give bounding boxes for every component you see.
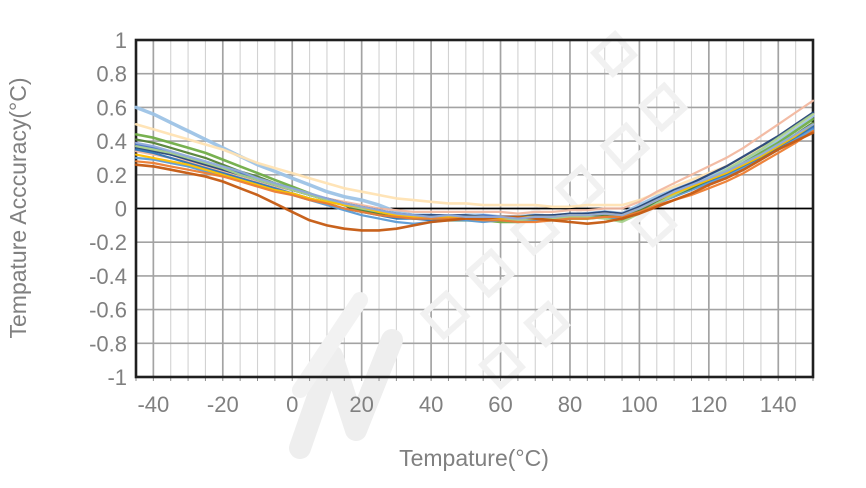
line-10: [134, 113, 815, 224]
x-tick-label: 60: [488, 392, 512, 417]
line-02: [134, 112, 815, 209]
x-tick-label: 100: [621, 392, 658, 417]
x-tick-label: 20: [349, 392, 373, 417]
y-tick-label: 0.4: [96, 129, 127, 154]
watermark: [289, 29, 689, 459]
y-tick-label: -0.6: [89, 298, 127, 323]
x-tick-label: 80: [558, 392, 582, 417]
plot-border: [134, 38, 815, 379]
y-tick-label: 0: [115, 197, 127, 222]
x-tick-label: 40: [419, 392, 443, 417]
line-01: [134, 105, 815, 219]
y-tick-label: 0.6: [96, 95, 127, 120]
line-13: [134, 131, 815, 232]
x-axis-title: Tempature(°C): [399, 445, 549, 471]
y-tick-label: -1: [107, 365, 127, 390]
y-tick-label: 0.2: [96, 163, 127, 188]
y-tick-label: -0.2: [89, 230, 127, 255]
y-tick-label: -0.8: [89, 331, 127, 356]
y-tick-label: 0.8: [96, 62, 127, 87]
x-tick-label: -20: [207, 392, 239, 417]
line-03: [134, 99, 815, 215]
y-tick-label: -0.4: [89, 264, 127, 289]
x-tick-label: 140: [760, 392, 797, 417]
x-tick-label: 0: [286, 392, 298, 417]
x-tick-label: 120: [690, 392, 727, 417]
x-tick-label: -40: [137, 392, 169, 417]
y-axis-title: Tempature Acccuracy(°C): [5, 78, 31, 339]
y-tick-label: 1: [115, 28, 127, 53]
line-14: [134, 123, 815, 220]
